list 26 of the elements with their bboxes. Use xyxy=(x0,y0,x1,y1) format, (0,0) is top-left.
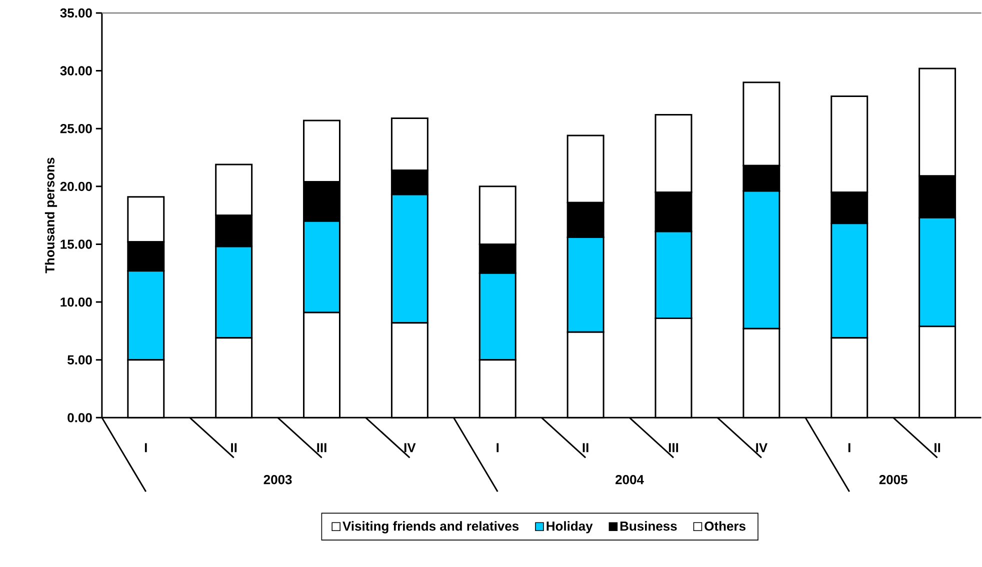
y-tick-label: 10.00 xyxy=(60,298,92,307)
x-tick-label: I xyxy=(144,443,147,452)
y-tick-label: 0.00 xyxy=(68,413,92,422)
text: 2003 xyxy=(264,475,292,484)
text: 2004 xyxy=(616,475,644,484)
legend-label: Holiday xyxy=(546,521,593,534)
x-tick-label: I xyxy=(848,443,850,452)
x-tick-label: III xyxy=(317,443,326,452)
y-tick-label: 25.00 xyxy=(60,124,92,134)
x-tick-label: IV xyxy=(756,443,768,452)
x-tick-label: III xyxy=(668,443,678,452)
x-tick-label: II xyxy=(231,443,237,452)
legend-label: Visiting friends and relatives xyxy=(342,521,519,534)
x-tick-label: II xyxy=(582,443,588,452)
y-tick-label: 35.00 xyxy=(60,8,92,18)
x-tick-label: IV xyxy=(404,443,416,452)
y-tick-label: 5.00 xyxy=(68,355,92,365)
y-tick-label: 15.00 xyxy=(60,240,92,250)
y-axis-title: Thousand persons xyxy=(44,158,58,274)
x-tick-label: I xyxy=(496,443,499,452)
y-tick-label: 20.00 xyxy=(60,182,92,192)
y-tick-label: 30.00 xyxy=(60,66,92,76)
legend-label: Others xyxy=(704,521,746,531)
legend-label: Business xyxy=(620,521,677,531)
x-tick-label: II xyxy=(934,443,940,452)
text: 2005 xyxy=(879,475,908,484)
